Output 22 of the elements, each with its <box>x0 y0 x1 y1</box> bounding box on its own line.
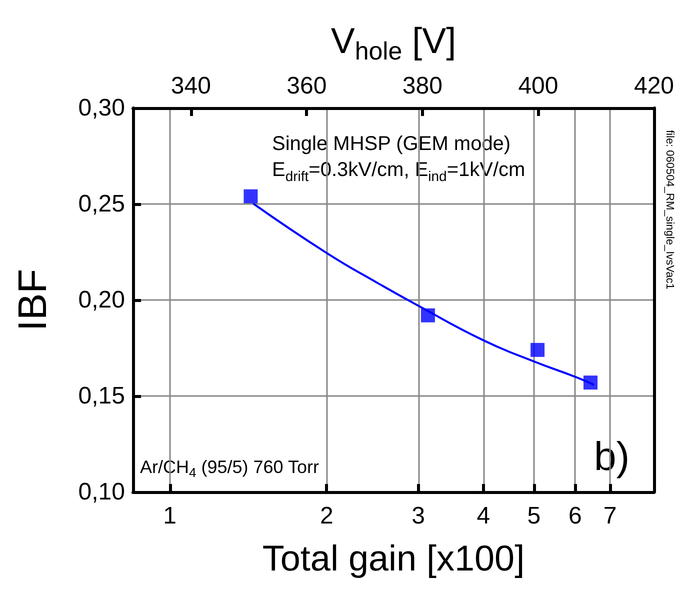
x-tick-label: 2 <box>320 502 334 530</box>
x-tick-label: 7 <box>603 502 617 530</box>
x2-tick-label: 420 <box>634 72 674 100</box>
x2-tick-label: 360 <box>286 72 327 100</box>
annotation: b) <box>594 435 630 479</box>
y-axis-title: IBF <box>11 268 55 332</box>
y-tick-label: 0,20 <box>78 286 125 314</box>
x2-tick-label: 340 <box>170 72 211 100</box>
y-tick-label: 0,10 <box>78 478 125 506</box>
y-tick-label: 0,30 <box>78 94 125 122</box>
x-tick-label: 6 <box>568 502 582 530</box>
x-tick-label: 5 <box>527 502 541 530</box>
x-axis-title: Total gain [x100] <box>262 538 525 578</box>
x-tick-label: 3 <box>412 502 426 530</box>
x-tick-label: 1 <box>163 502 176 530</box>
text: file: 060504_RM_single_IvsVac1 <box>664 130 676 290</box>
x2-tick-label: 380 <box>402 72 442 100</box>
y-tick-label: 0,15 <box>78 382 125 410</box>
y-tick-label: 0,25 <box>78 190 125 218</box>
x2-tick-label: 400 <box>518 72 558 100</box>
x-tick-label: 4 <box>476 502 490 530</box>
annotation: Single MHSP (GEM mode) <box>272 133 511 155</box>
